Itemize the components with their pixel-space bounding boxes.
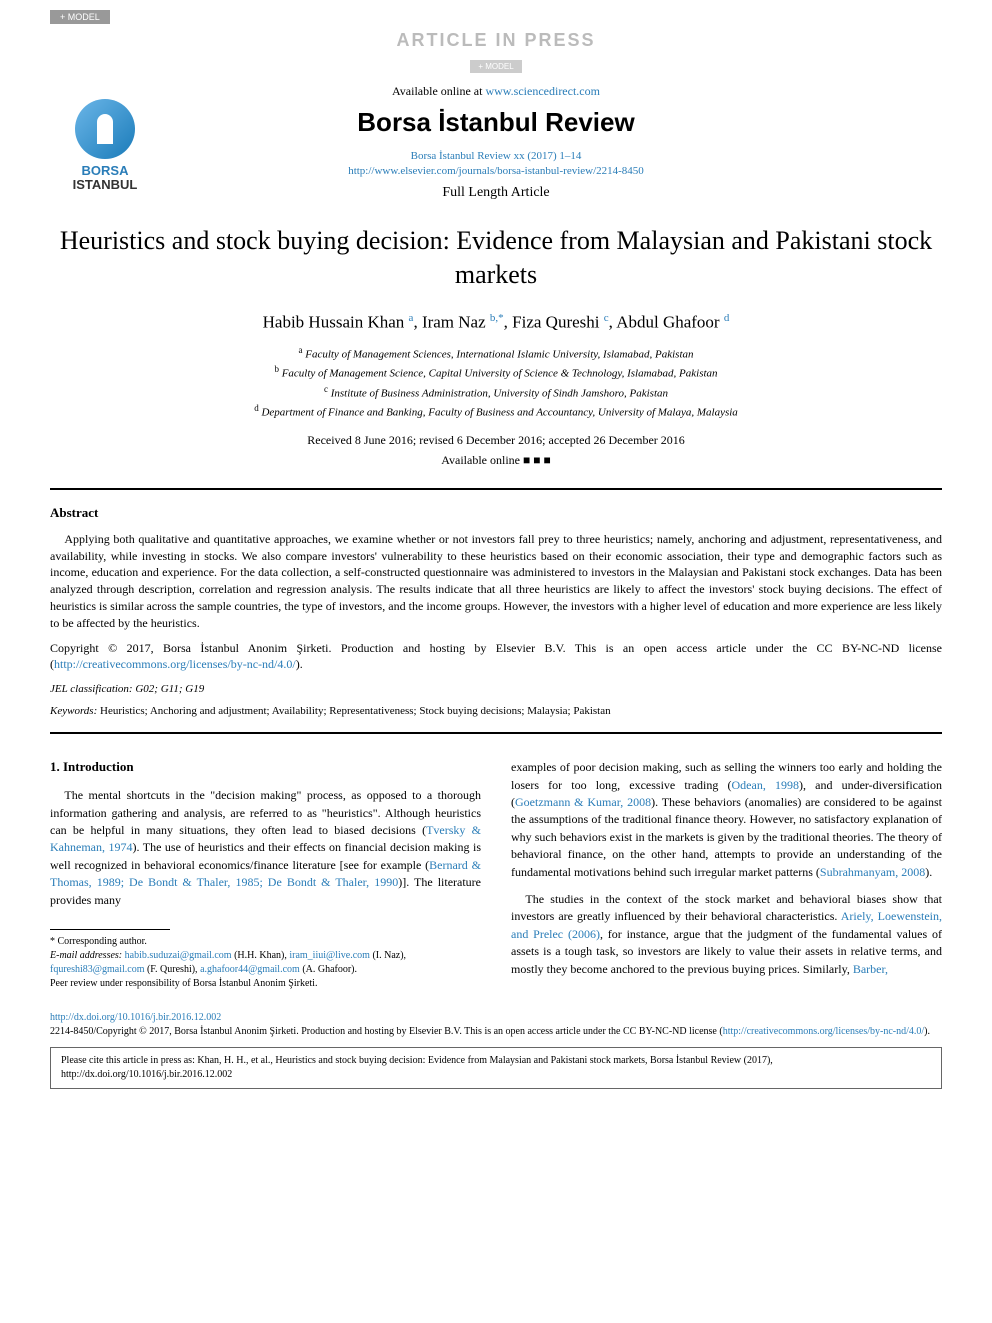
abstract-heading: Abstract (50, 505, 942, 521)
issn-copyright: 2214-8450/Copyright © 2017, Borsa İstanb… (50, 1025, 942, 1039)
footnote-separator (50, 929, 170, 930)
email-2[interactable]: iram_iiui@live.com (289, 950, 370, 961)
author-1-sup: a (409, 312, 414, 324)
article-in-press-banner: ARTICLE IN PRESS (50, 30, 942, 51)
model-sub-marker: + MODEL (470, 60, 521, 73)
citation-odean[interactable]: Odean, 1998 (732, 778, 799, 792)
abstract-text: Applying both qualitative and quantitati… (50, 531, 942, 632)
keywords-label: Keywords: (50, 705, 97, 717)
left-column: 1. Introduction The mental shortcuts in … (50, 759, 481, 991)
author-3-sup: c (604, 312, 609, 324)
available-prefix: Available online at (392, 84, 485, 98)
sciencedirect-link[interactable]: www.sciencedirect.com (485, 84, 600, 98)
affiliation-d: Department of Finance and Banking, Facul… (261, 406, 737, 418)
intro-paragraph-right-1: examples of poor decision making, such a… (511, 759, 942, 881)
affiliations: a Faculty of Management Sciences, Intern… (50, 344, 942, 421)
text-fragment: ). (925, 865, 932, 879)
right-column: examples of poor decision making, such a… (511, 759, 942, 991)
citation-goetzmann[interactable]: Goetzmann & Kumar, 2008 (515, 795, 651, 809)
article-type: Full Length Article (160, 185, 832, 201)
citation-barber[interactable]: Barber, (853, 962, 888, 976)
license-link[interactable]: http://creativecommons.org/licenses/by-n… (54, 657, 296, 671)
email-3-who: (F. Qureshi), (144, 964, 200, 975)
author-1: Habib Hussain Khan (263, 312, 405, 331)
divider (50, 732, 942, 734)
license-link-footer[interactable]: http://creativecommons.org/licenses/by-n… (723, 1026, 924, 1037)
authors-line: Habib Hussain Khan a, Iram Naz b,*, Fiza… (50, 312, 942, 333)
divider (50, 488, 942, 490)
author-4-sup: d (724, 312, 730, 324)
keywords-values: Heuristics; Anchoring and adjustment; Av… (97, 705, 610, 717)
body-columns: 1. Introduction The mental shortcuts in … (50, 759, 942, 991)
corresponding-author-note: * Corresponding author. (50, 935, 481, 949)
author-2-sup: b,* (490, 312, 504, 324)
copyright-notice: Copyright © 2017, Borsa İstanbul Anonim … (50, 640, 942, 674)
introduction-heading: 1. Introduction (50, 759, 481, 775)
citation-line[interactable]: Borsa İstanbul Review xx (2017) 1–14 (160, 150, 832, 162)
intro-paragraph-right-2: The studies in the context of the stock … (511, 891, 942, 978)
journal-title: Borsa İstanbul Review (160, 107, 832, 138)
elsevier-journal-url[interactable]: http://www.elsevier.com/journals/borsa-i… (160, 165, 832, 177)
journal-header: BORSA ISTANBUL Available online at www.s… (50, 84, 942, 209)
affiliation-c: Institute of Business Administration, Un… (331, 387, 668, 399)
issn-suffix: ). (924, 1026, 930, 1037)
email-label: E-mail addresses: (50, 950, 122, 961)
doi-section: http://dx.doi.org/10.1016/j.bir.2016.12.… (50, 1011, 942, 1039)
issn-text: 2214-8450/Copyright © 2017, Borsa İstanb… (50, 1026, 723, 1037)
available-online-date: Available online ■ ■ ■ (50, 453, 942, 468)
text-fragment: The mental shortcuts in the "decision ma… (50, 788, 481, 837)
keywords-line: Keywords: Heuristics; Anchoring and adju… (50, 705, 942, 717)
logo-text-bottom: ISTANBUL (50, 178, 160, 192)
jel-classification: JEL classification: G02; G11; G19 (50, 683, 942, 695)
email-4[interactable]: a.ghafoor44@gmail.com (200, 964, 300, 975)
copyright-suffix: ). (296, 657, 303, 671)
email-1-who: (H.H. Khan), (232, 950, 290, 961)
email-addresses: E-mail addresses: habib.suduzai@gmail.co… (50, 949, 481, 977)
author-4: Abdul Ghafoor (616, 312, 719, 331)
author-3: Fiza Qureshi (512, 312, 599, 331)
citation-box: Please cite this article in press as: Kh… (50, 1047, 942, 1089)
journal-logo: BORSA ISTANBUL (50, 84, 160, 193)
email-3[interactable]: fqureshi83@gmail.com (50, 964, 144, 975)
available-online: Available online at www.sciencedirect.co… (160, 84, 832, 99)
doi-link[interactable]: http://dx.doi.org/10.1016/j.bir.2016.12.… (50, 1012, 221, 1023)
email-1[interactable]: habib.suduzai@gmail.com (125, 950, 232, 961)
affiliation-b: Faculty of Management Science, Capital U… (282, 368, 718, 380)
email-2-who: (I. Naz), (370, 950, 406, 961)
peer-review-note: Peer review under responsibility of Bors… (50, 977, 481, 991)
logo-text-top: BORSA (50, 164, 160, 178)
borsa-logo-icon (75, 99, 135, 159)
email-4-who: (A. Ghafoor). (300, 964, 357, 975)
citation-subrahmanyam[interactable]: Subrahmanyam, 2008 (820, 865, 925, 879)
article-dates: Received 8 June 2016; revised 6 December… (50, 433, 942, 448)
paper-title: Heuristics and stock buying decision: Ev… (50, 224, 942, 292)
author-2: Iram Naz (422, 312, 486, 331)
intro-paragraph-left: The mental shortcuts in the "decision ma… (50, 787, 481, 909)
model-tab: + MODEL (50, 10, 110, 24)
affiliation-a: Faculty of Management Sciences, Internat… (305, 349, 693, 361)
